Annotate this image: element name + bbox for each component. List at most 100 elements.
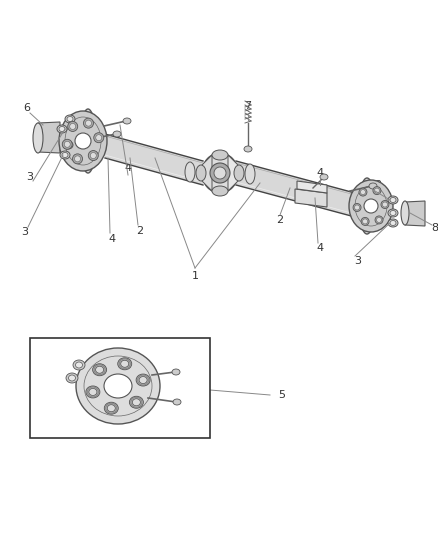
Ellipse shape xyxy=(84,118,93,128)
Ellipse shape xyxy=(59,111,107,171)
Ellipse shape xyxy=(88,150,98,160)
Bar xyxy=(30,338,210,438)
Ellipse shape xyxy=(363,219,367,224)
Text: 5: 5 xyxy=(279,390,286,400)
Ellipse shape xyxy=(212,150,228,160)
Ellipse shape xyxy=(353,204,361,212)
Text: 4: 4 xyxy=(124,163,131,173)
Text: 3: 3 xyxy=(354,256,361,266)
Ellipse shape xyxy=(73,360,85,370)
Ellipse shape xyxy=(388,219,398,227)
Ellipse shape xyxy=(139,376,147,384)
Ellipse shape xyxy=(107,405,115,411)
Ellipse shape xyxy=(373,187,381,195)
Text: 6: 6 xyxy=(24,103,31,113)
Ellipse shape xyxy=(364,199,378,213)
Ellipse shape xyxy=(63,141,73,149)
Text: 2: 2 xyxy=(276,215,283,225)
Ellipse shape xyxy=(104,374,132,398)
Ellipse shape xyxy=(136,374,150,386)
Ellipse shape xyxy=(89,389,97,395)
Ellipse shape xyxy=(73,154,82,164)
Ellipse shape xyxy=(70,124,76,130)
Ellipse shape xyxy=(369,183,377,189)
Ellipse shape xyxy=(68,122,78,132)
Text: 3: 3 xyxy=(374,180,381,190)
Ellipse shape xyxy=(361,217,369,225)
Ellipse shape xyxy=(129,396,143,408)
Ellipse shape xyxy=(390,211,396,215)
Ellipse shape xyxy=(80,109,96,173)
Ellipse shape xyxy=(354,205,360,210)
Ellipse shape xyxy=(381,200,389,208)
Ellipse shape xyxy=(185,162,195,182)
Polygon shape xyxy=(295,189,327,207)
Ellipse shape xyxy=(96,135,102,141)
Text: 4: 4 xyxy=(109,234,116,244)
Polygon shape xyxy=(236,161,355,217)
Ellipse shape xyxy=(113,131,121,137)
Polygon shape xyxy=(105,134,203,185)
Ellipse shape xyxy=(74,156,81,162)
Polygon shape xyxy=(228,155,238,191)
Ellipse shape xyxy=(382,202,388,207)
Ellipse shape xyxy=(65,142,71,148)
Ellipse shape xyxy=(94,133,104,143)
Ellipse shape xyxy=(388,209,398,217)
Ellipse shape xyxy=(196,165,206,181)
Ellipse shape xyxy=(75,133,91,149)
Text: 8: 8 xyxy=(431,223,438,233)
Ellipse shape xyxy=(62,152,68,157)
Ellipse shape xyxy=(85,120,92,126)
Ellipse shape xyxy=(172,369,180,375)
Ellipse shape xyxy=(374,188,379,193)
Ellipse shape xyxy=(118,358,132,370)
Ellipse shape xyxy=(401,201,409,225)
Text: 1: 1 xyxy=(191,271,198,281)
Ellipse shape xyxy=(121,360,129,367)
Ellipse shape xyxy=(64,141,70,147)
Polygon shape xyxy=(38,122,60,153)
Ellipse shape xyxy=(375,216,383,224)
Ellipse shape xyxy=(390,221,396,225)
Ellipse shape xyxy=(245,164,255,184)
Ellipse shape xyxy=(359,178,375,234)
Ellipse shape xyxy=(212,186,228,196)
Ellipse shape xyxy=(33,123,43,153)
Polygon shape xyxy=(405,201,425,226)
Ellipse shape xyxy=(132,399,141,406)
Ellipse shape xyxy=(57,125,67,133)
Ellipse shape xyxy=(210,163,230,183)
Ellipse shape xyxy=(244,146,252,152)
Ellipse shape xyxy=(95,366,104,373)
Text: 7: 7 xyxy=(244,101,251,111)
Ellipse shape xyxy=(62,139,72,149)
Ellipse shape xyxy=(104,402,118,414)
Ellipse shape xyxy=(390,198,396,203)
Ellipse shape xyxy=(90,152,96,158)
Ellipse shape xyxy=(234,165,244,181)
Text: 4: 4 xyxy=(316,243,324,253)
Ellipse shape xyxy=(360,190,365,195)
Ellipse shape xyxy=(173,399,181,405)
Ellipse shape xyxy=(320,174,328,180)
Ellipse shape xyxy=(123,118,131,124)
Ellipse shape xyxy=(68,375,75,381)
Ellipse shape xyxy=(202,153,238,193)
Ellipse shape xyxy=(92,364,106,376)
Ellipse shape xyxy=(65,115,75,123)
Text: 4: 4 xyxy=(316,168,324,178)
Text: 3: 3 xyxy=(21,227,28,237)
Ellipse shape xyxy=(59,126,65,132)
Ellipse shape xyxy=(377,217,381,222)
Text: 3: 3 xyxy=(27,172,33,182)
Ellipse shape xyxy=(388,196,398,204)
Ellipse shape xyxy=(60,151,70,159)
Ellipse shape xyxy=(67,117,73,122)
Ellipse shape xyxy=(75,362,82,368)
Polygon shape xyxy=(202,155,212,191)
Ellipse shape xyxy=(359,188,367,196)
Ellipse shape xyxy=(349,180,393,232)
Ellipse shape xyxy=(86,386,100,398)
Ellipse shape xyxy=(66,373,78,383)
